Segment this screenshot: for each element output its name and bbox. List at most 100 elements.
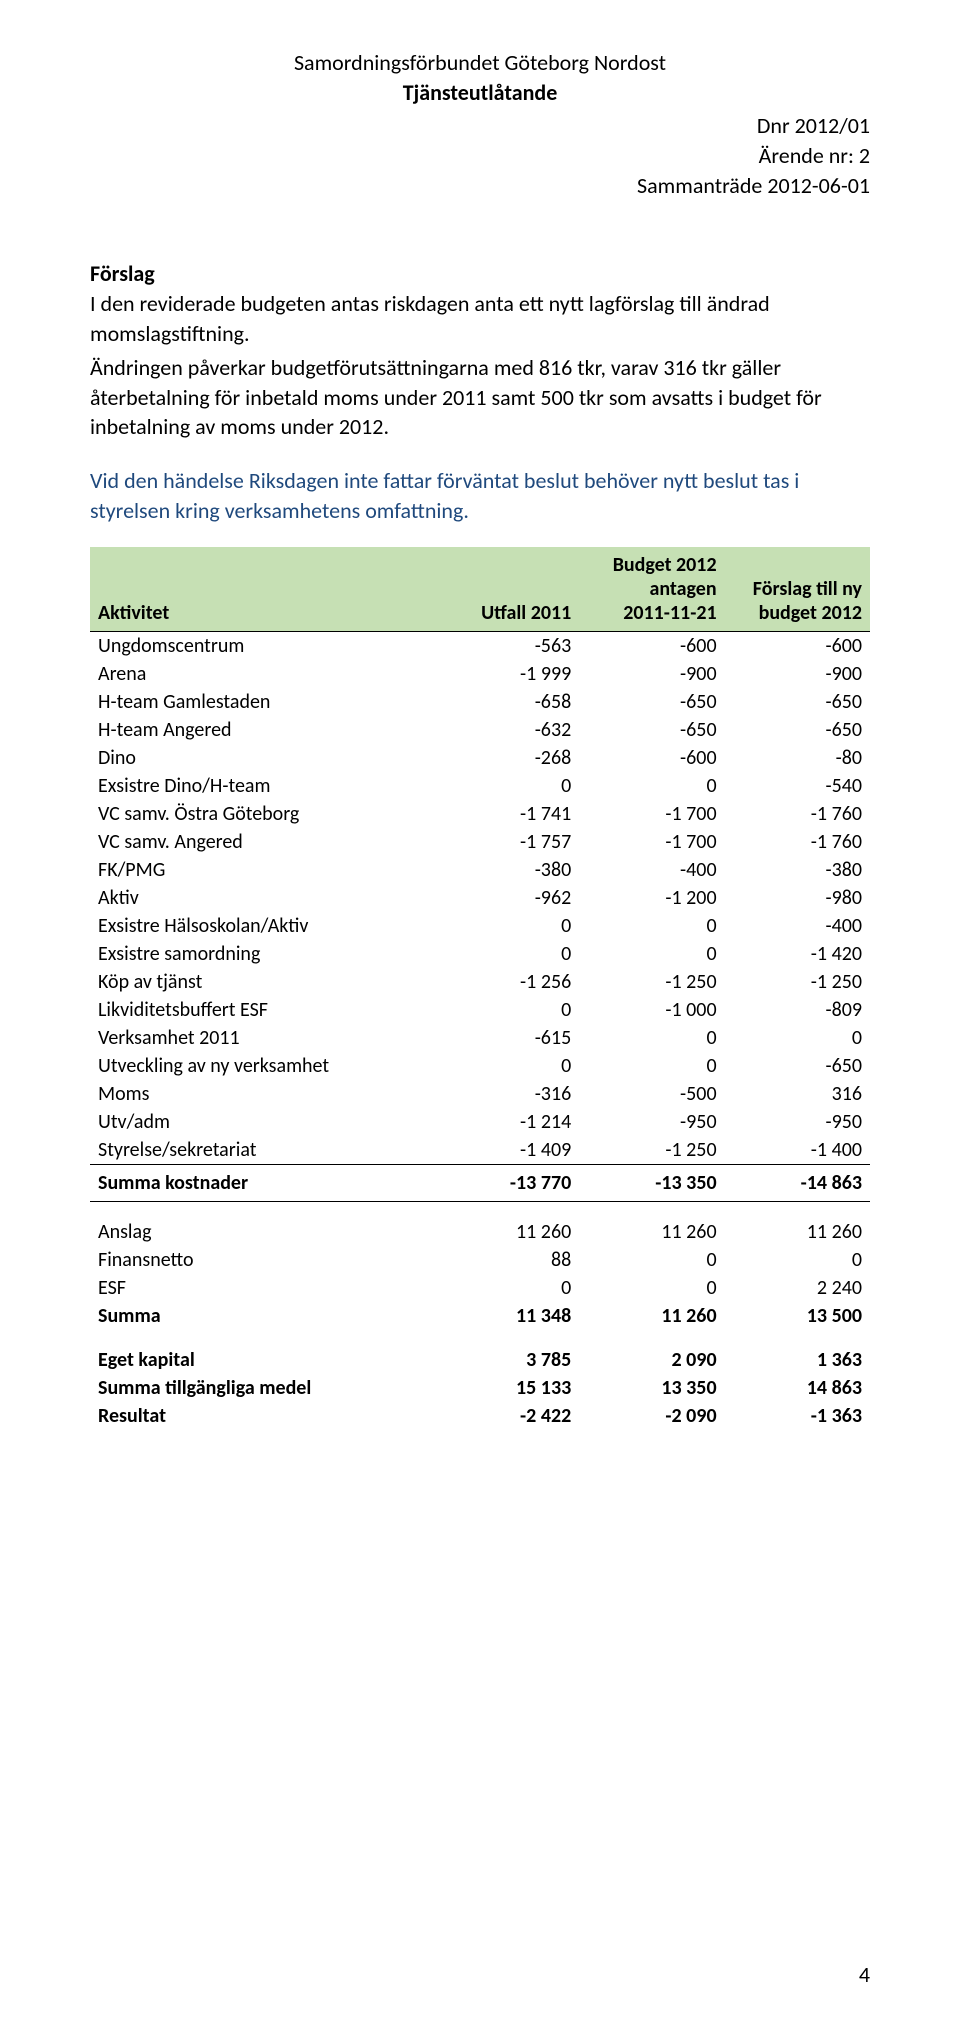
row-val-b: 0 — [579, 1024, 724, 1052]
row-val-b: 0 — [579, 912, 724, 940]
row-label: Exsistre Dino/H-team — [90, 772, 434, 800]
row-val-a: -1 256 — [434, 968, 579, 996]
row-val-a: -1 214 — [434, 1108, 579, 1136]
row-val-b: -500 — [579, 1080, 724, 1108]
row-val-a: 0 — [434, 772, 579, 800]
row-val-a: -962 — [434, 884, 579, 912]
sum-income-c: 13 500 — [725, 1302, 870, 1330]
table-row: Resultat-2 422-2 090-1 363 — [90, 1402, 870, 1430]
row-val-c: -650 — [725, 688, 870, 716]
table-row: Eget kapital3 7852 0901 363 — [90, 1330, 870, 1374]
row-val-c: -1 760 — [725, 800, 870, 828]
row-val-c: -400 — [725, 912, 870, 940]
row-val-a: -316 — [434, 1080, 579, 1108]
table-row: Exsistre samordning00-1 420 — [90, 940, 870, 968]
row-val-a: 0 — [434, 1274, 579, 1302]
row-label: VC samv. Angered — [90, 828, 434, 856]
row-val-b: -600 — [579, 632, 724, 661]
row-val-c: -1 363 — [725, 1402, 870, 1430]
doc-header: Samordningsförbundet Göteborg Nordost Tj… — [90, 48, 870, 107]
row-label: VC samv. Östra Göteborg — [90, 800, 434, 828]
table-row: FK/PMG-380-400-380 — [90, 856, 870, 884]
row-label: Summa tillgängliga medel — [90, 1374, 434, 1402]
row-val-b: -1 700 — [579, 800, 724, 828]
row-val-a: 15 133 — [434, 1374, 579, 1402]
row-val-c: -650 — [725, 1052, 870, 1080]
row-val-b: 0 — [579, 1274, 724, 1302]
col-forslag: Förslag till ny budget 2012 — [725, 547, 870, 632]
row-val-c: -650 — [725, 716, 870, 744]
row-label: Exsistre samordning — [90, 940, 434, 968]
row-val-c: 11 260 — [725, 1202, 870, 1247]
row-val-b: 0 — [579, 1052, 724, 1080]
row-val-c: -540 — [725, 772, 870, 800]
sum-income-label: Summa — [90, 1302, 434, 1330]
table-row: ESF002 240 — [90, 1274, 870, 1302]
table-row: Exsistre Hälsoskolan/Aktiv00-400 — [90, 912, 870, 940]
sum-costs-a: -13 770 — [434, 1165, 579, 1202]
row-val-c: -1 760 — [725, 828, 870, 856]
row-label: Likviditetsbuffert ESF — [90, 996, 434, 1024]
row-val-b: 13 350 — [579, 1374, 724, 1402]
arende-nr: Ärende nr: 2 — [90, 141, 870, 171]
row-val-b: -1 700 — [579, 828, 724, 856]
proposal-p3: Vid den händelse Riksdagen inte fattar f… — [90, 466, 870, 525]
row-val-b: -1 250 — [579, 968, 724, 996]
row-val-c: 0 — [725, 1246, 870, 1274]
table-row: Finansnetto8800 — [90, 1246, 870, 1274]
row-val-c: 2 240 — [725, 1274, 870, 1302]
row-val-c: -1 400 — [725, 1136, 870, 1165]
row-label: Dino — [90, 744, 434, 772]
table-row: Likviditetsbuffert ESF0-1 000-809 — [90, 996, 870, 1024]
table-row: Aktiv-962-1 200-980 — [90, 884, 870, 912]
row-val-a: -632 — [434, 716, 579, 744]
table-row: Moms-316-500316 — [90, 1080, 870, 1108]
row-val-a: 0 — [434, 940, 579, 968]
table-row: H-team Gamlestaden-658-650-650 — [90, 688, 870, 716]
page: Samordningsförbundet Göteborg Nordost Tj… — [0, 0, 960, 2018]
row-val-b: -650 — [579, 688, 724, 716]
row-val-a: 3 785 — [434, 1330, 579, 1374]
row-val-a: -1 999 — [434, 660, 579, 688]
row-val-c: -809 — [725, 996, 870, 1024]
row-val-a: -1 741 — [434, 800, 579, 828]
table-row: Styrelse/sekretariat-1 409-1 250-1 400 — [90, 1136, 870, 1165]
sum-income-a: 11 348 — [434, 1302, 579, 1330]
row-val-c: -80 — [725, 744, 870, 772]
row-val-c: 0 — [725, 1024, 870, 1052]
sum-income-b: 11 260 — [579, 1302, 724, 1330]
row-label: Finansnetto — [90, 1246, 434, 1274]
row-label: Utv/adm — [90, 1108, 434, 1136]
dnr: Dnr 2012/01 — [90, 111, 870, 141]
row-label: Anslag — [90, 1202, 434, 1247]
table-row: Ungdomscentrum-563-600-600 — [90, 632, 870, 661]
table-row: VC samv. Östra Göteborg-1 741-1 700-1 76… — [90, 800, 870, 828]
row-val-b: 0 — [579, 1246, 724, 1274]
row-val-b: 0 — [579, 940, 724, 968]
row-val-c: 14 863 — [725, 1374, 870, 1402]
row-val-a: 0 — [434, 1052, 579, 1080]
row-val-b: -1 200 — [579, 884, 724, 912]
row-val-c: -600 — [725, 632, 870, 661]
row-label: Moms — [90, 1080, 434, 1108]
sum-costs-b: -13 350 — [579, 1165, 724, 1202]
meeting-date: Sammanträde 2012-06-01 — [90, 171, 870, 201]
sum-costs-c: -14 863 — [725, 1165, 870, 1202]
row-val-c: -950 — [725, 1108, 870, 1136]
row-val-a: -563 — [434, 632, 579, 661]
row-val-c: 1 363 — [725, 1330, 870, 1374]
row-val-a: -1 757 — [434, 828, 579, 856]
col-activity: Aktivitet — [90, 547, 434, 632]
row-val-a: -1 409 — [434, 1136, 579, 1165]
proposal-heading: Förslag — [90, 260, 870, 287]
row-val-a: -615 — [434, 1024, 579, 1052]
row-val-a: 88 — [434, 1246, 579, 1274]
row-val-c: -900 — [725, 660, 870, 688]
budget-table: Aktivitet Utfall 2011 Budget 2012 antage… — [90, 547, 870, 1430]
row-label: Arena — [90, 660, 434, 688]
row-val-c: 316 — [725, 1080, 870, 1108]
row-val-b: -2 090 — [579, 1402, 724, 1430]
row-val-b: 2 090 — [579, 1330, 724, 1374]
row-label: Köp av tjänst — [90, 968, 434, 996]
page-number: 4 — [859, 1961, 870, 1988]
